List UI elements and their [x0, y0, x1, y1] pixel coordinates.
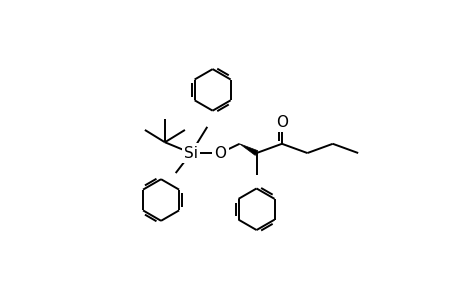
Text: Si: Si — [184, 146, 198, 160]
Polygon shape — [239, 144, 257, 155]
Text: O: O — [214, 146, 226, 160]
Text: O: O — [275, 115, 287, 130]
